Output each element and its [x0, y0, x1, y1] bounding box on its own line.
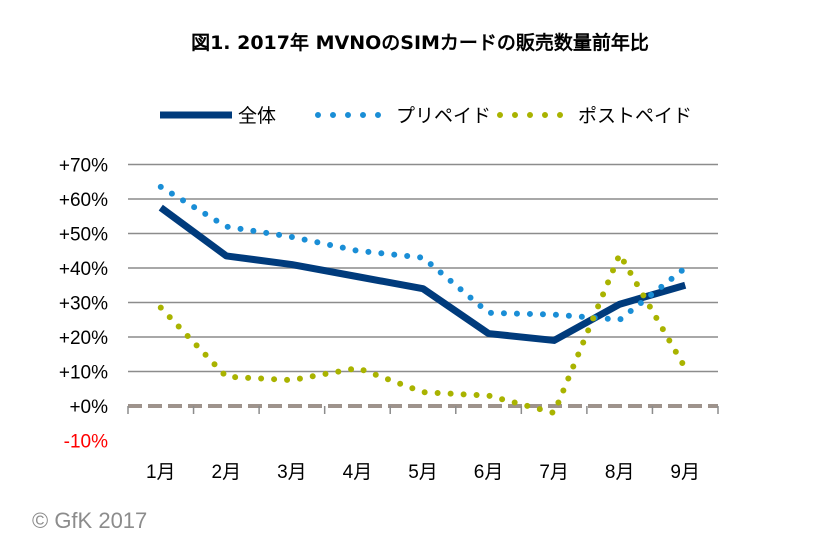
- y-tick-label: +50%: [59, 225, 108, 246]
- y-tick-label: +70%: [59, 156, 108, 177]
- x-tick-label: 5月: [408, 462, 438, 483]
- series-line-3: [157, 247, 689, 417]
- y-tick-label: +0%: [69, 397, 108, 418]
- x-tick-label: 7月: [539, 462, 569, 483]
- legend-label: ポストペイド: [578, 105, 692, 127]
- series-line-2: [157, 183, 689, 323]
- chart-title: 図1. 2017年 MVNOのSIMカードの販売数量前年比: [191, 32, 649, 54]
- y-tick-label: +40%: [59, 259, 108, 280]
- x-tick-label: 8月: [605, 462, 635, 483]
- y-tick-label: +60%: [59, 190, 108, 211]
- x-tick-label: 2月: [212, 462, 242, 483]
- x-tick-label: 9月: [670, 462, 700, 483]
- x-tick-label: 6月: [474, 462, 504, 483]
- legend-label: 全体: [238, 105, 276, 127]
- copyright-credit: © GfK 2017: [32, 508, 148, 533]
- y-tick-label: +20%: [59, 328, 108, 349]
- y-tick-label: -10%: [64, 432, 108, 453]
- y-tick-label: +10%: [59, 363, 108, 384]
- legend-label: プリペイド: [396, 105, 491, 127]
- x-tick-label: 3月: [277, 462, 307, 483]
- x-tick-label: 4月: [343, 462, 373, 483]
- x-tick-label: 1月: [146, 462, 176, 483]
- y-tick-label: +30%: [59, 294, 108, 315]
